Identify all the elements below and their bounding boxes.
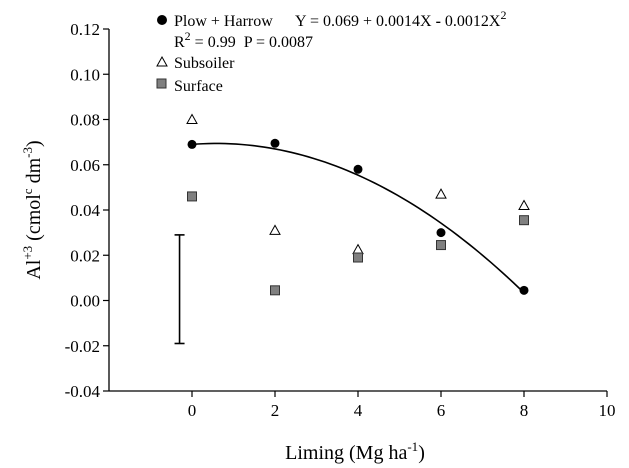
x-tick-label: 0 — [188, 401, 197, 420]
point-surface — [270, 285, 280, 296]
point-plow-harrow — [353, 164, 363, 174]
point-subsoiler — [435, 188, 447, 199]
y-tick-label: 0.10 — [70, 65, 100, 84]
y-axis-ticks: -0.04 -0.02 0.00 0.02 0.04 0.06 0.08 0.10 0.12 — [65, 20, 109, 401]
legend-marker-subsoiler — [156, 55, 168, 67]
y-tick-label: -0.04 — [65, 382, 101, 401]
point-plow-harrow — [519, 285, 529, 295]
point-surface — [353, 252, 363, 263]
point-subsoiler — [352, 243, 364, 255]
y-tick-label: 0.08 — [70, 111, 100, 130]
y-tick-label: 0.02 — [70, 246, 100, 265]
point-surface — [436, 240, 446, 251]
x-tick-label: 8 — [520, 401, 529, 420]
legend: Plow + Harrow Y = 0.069 + 0.0014X - 0.00… — [156, 8, 506, 95]
regression-equation: Y = 0.069 + 0.0014X - 0.0012X2 — [295, 8, 506, 30]
y-tick-label: 0.00 — [70, 292, 100, 311]
x-tick-label: 10 — [599, 401, 616, 420]
point-plow-harrow — [436, 228, 446, 238]
point-plow-harrow — [270, 138, 280, 148]
regression-stats: R2 = 0.99 P = 0.0087 — [174, 29, 313, 51]
point-surface — [187, 191, 197, 202]
x-tick-label: 2 — [271, 401, 280, 420]
legend-label-subsoiler: Subsoiler — [174, 55, 235, 72]
y-tick-label: 0.12 — [70, 20, 100, 39]
legend-marker-plow-harrow — [157, 15, 167, 25]
x-axis-ticks: 0 2 4 6 8 10 — [188, 391, 616, 420]
x-axis-title: Liming (Mg ha-1) — [285, 439, 425, 464]
x-tick-label: 6 — [437, 401, 446, 420]
data-points — [186, 113, 530, 296]
y-axis-title: Al+3 (cmolc dm-3) — [20, 140, 45, 279]
fit-curve — [191, 142, 525, 294]
point-subsoiler — [186, 113, 198, 124]
y-tick-label: 0.04 — [70, 201, 100, 220]
point-subsoiler — [269, 224, 281, 235]
error-bar-group — [174, 234, 185, 345]
y-tick-label: -0.02 — [65, 337, 100, 356]
legend-label-surface: Surface — [174, 78, 223, 95]
point-subsoiler — [518, 199, 530, 210]
point-surface — [519, 215, 529, 226]
fit-curve-group — [191, 142, 525, 294]
x-tick-label: 4 — [354, 401, 363, 420]
legend-label-plow-harrow: Plow + Harrow — [174, 13, 273, 30]
y-tick-label: 0.06 — [70, 156, 100, 175]
point-plow-harrow — [187, 139, 197, 149]
legend-marker-surface — [156, 78, 167, 89]
